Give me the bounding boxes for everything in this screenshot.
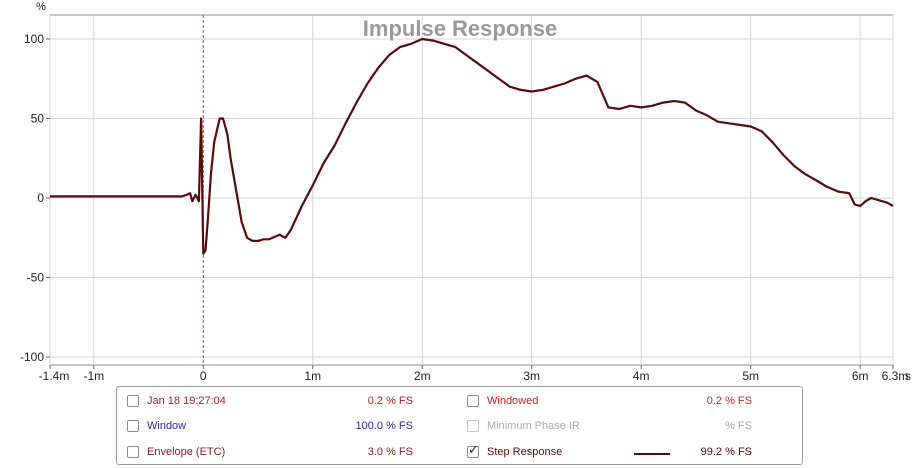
plot-area xyxy=(49,14,894,366)
y-unit-label: % xyxy=(36,1,46,13)
checkmark-icon: ✓ xyxy=(468,442,479,457)
legend-value: 0.2 % FS xyxy=(367,395,413,407)
y-tick-label: 0 xyxy=(37,191,44,205)
windowed-checkbox[interactable] xyxy=(467,395,479,407)
y-tick-label: 100 xyxy=(24,32,44,46)
legend-item-envelope[interactable]: Envelope (ETC) xyxy=(127,443,225,461)
legend-label: Window xyxy=(147,420,187,432)
x-tick-label: -1.4m xyxy=(39,369,70,383)
step-response-checkbox[interactable]: ✓ xyxy=(467,442,479,458)
chart-title: Impulse Response xyxy=(363,16,557,41)
y-tick-label: 50 xyxy=(31,112,45,126)
x-tick-labels: -1.4m -1m 0 1m 2m 3m 4m 5m 6m 6.3m xyxy=(39,365,909,383)
x-tick-label: 4m xyxy=(633,369,650,383)
legend-value: 0.2 % FS xyxy=(706,395,752,407)
x-tick-label: 3m xyxy=(523,369,540,383)
x-tick-label: 1m xyxy=(304,369,321,383)
legend-value: 100.0 % FS xyxy=(355,420,413,432)
x-tick-label: 2m xyxy=(414,369,431,383)
y-tick-label: -100 xyxy=(20,350,44,364)
impulse-response-chart: Impulse Response % s 100 50 0 -50 -100 -1.4m… xyxy=(20,1,911,383)
step-response-trace xyxy=(50,37,894,255)
legend-panel: Jan 18 19:27:04 0.2 % FS Windowed 0.2 % … xyxy=(116,386,803,465)
measurement-checkbox[interactable] xyxy=(127,395,139,407)
legend-value: 99.2 % FS xyxy=(700,446,752,458)
minimum-phase-checkbox[interactable] xyxy=(467,420,479,432)
legend-label: Jan 18 19:27:04 xyxy=(147,395,226,407)
x-unit-label: s xyxy=(905,369,911,383)
step-response-swatch xyxy=(634,453,670,455)
x-tick-label: 6.3m xyxy=(882,369,909,383)
envelope-checkbox[interactable] xyxy=(127,446,139,458)
legend-item-windowed[interactable]: Windowed xyxy=(467,392,538,410)
legend-item-step-response[interactable]: ✓ Step Response xyxy=(467,443,562,461)
x-tick-label: 5m xyxy=(742,369,759,383)
window-checkbox[interactable] xyxy=(127,420,139,432)
legend-label: Windowed xyxy=(487,395,539,407)
x-tick-label: -1m xyxy=(83,369,104,383)
legend-item-minimum-phase[interactable]: Minimum Phase IR xyxy=(467,417,580,435)
legend-value: 3.0 % FS xyxy=(367,446,413,458)
legend-label: Step Response xyxy=(487,446,563,458)
legend-label: Envelope (ETC) xyxy=(147,446,226,458)
legend-item-measurement[interactable]: Jan 18 19:27:04 xyxy=(127,392,226,410)
legend-value: % FS xyxy=(725,420,752,432)
x-tick-label: 0 xyxy=(200,369,207,383)
legend-item-window[interactable]: Window xyxy=(127,417,186,435)
legend-label: Minimum Phase IR xyxy=(487,420,580,432)
y-tick-labels: 100 50 0 -50 -100 xyxy=(20,32,50,364)
y-tick-label: -50 xyxy=(27,271,45,285)
x-tick-label: 6m xyxy=(852,369,869,383)
